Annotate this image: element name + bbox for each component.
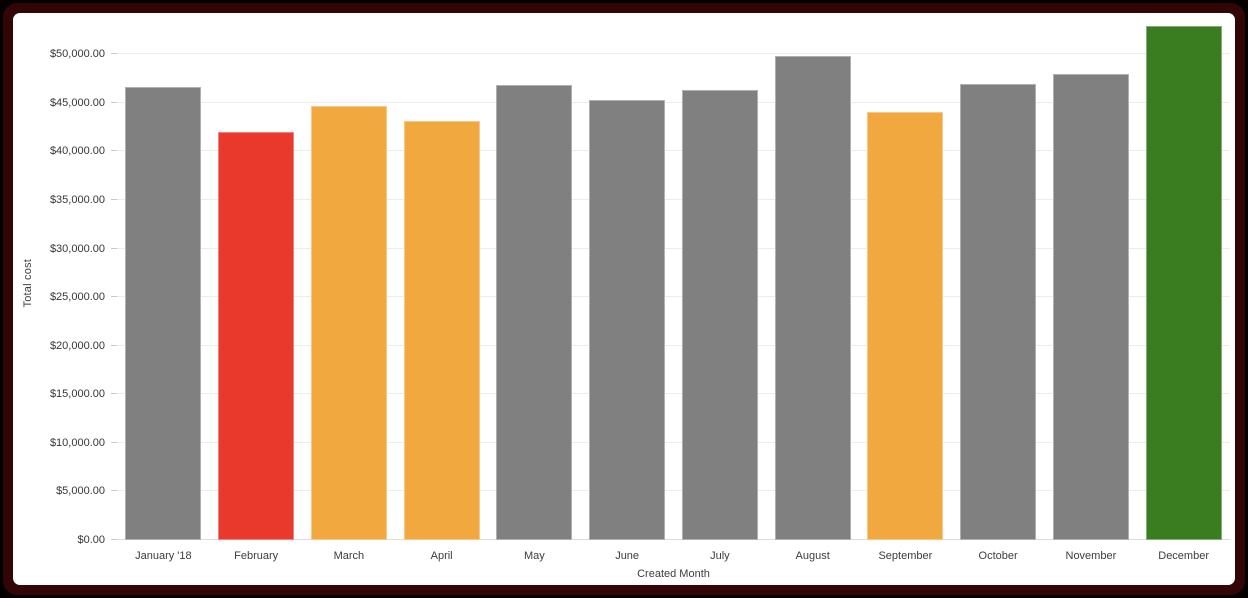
x-axis-labels: January '18 February March April May June July… — [117, 550, 1230, 562]
bar-slot-april — [395, 26, 488, 540]
gridline-30000 — [117, 247, 1230, 249]
bar-january-18[interactable] — [125, 87, 202, 540]
x-axis-label-january-18: January '18 — [135, 550, 192, 562]
gridline-25000 — [117, 296, 1230, 298]
bar-february[interactable] — [218, 131, 295, 540]
bar-september[interactable] — [867, 112, 944, 540]
y-tick-mark-10000 — [111, 441, 117, 443]
x-axis-label-june: June — [615, 550, 640, 562]
y-tick-label-10000: $10,000.00 — [49, 436, 105, 449]
gridline-0 — [117, 539, 1230, 540]
y-tick-mark-5000 — [111, 490, 117, 492]
y-axis-labels: $0.00 $5,000.00 $10,000.00 $15,000.00 $20,00… — [13, 26, 117, 546]
bar-slot-july — [674, 26, 767, 540]
bar-slot-august — [766, 26, 859, 540]
x-axis-label-february: February — [234, 550, 279, 562]
y-tick-label-0: $0.00 — [77, 534, 105, 546]
gridline-40000 — [117, 150, 1230, 152]
bar-may[interactable] — [496, 85, 573, 540]
bar-slot-march — [303, 26, 396, 540]
plot-area — [117, 26, 1230, 540]
bar-april[interactable] — [403, 121, 480, 540]
y-tick-label-45000: $45,000.00 — [49, 96, 105, 109]
y-tick-label-30000: $30,000.00 — [49, 242, 105, 255]
bar-slot-january-18 — [117, 26, 210, 540]
x-axis-label-december: December — [1158, 550, 1209, 562]
x-axis-label-november: November — [1065, 550, 1117, 562]
y-tick-label-15000: $15,000.00 — [49, 388, 105, 401]
gridline-50000 — [117, 53, 1230, 55]
x-axis-title: Created Month — [637, 568, 710, 580]
y-tick-label-20000: $20,000.00 — [49, 339, 105, 352]
y-tick-mark-25000 — [111, 296, 117, 298]
x-axis-label-july: July — [710, 550, 730, 562]
bar-slot-october — [952, 26, 1045, 540]
gridline-35000 — [117, 198, 1230, 200]
y-tick-mark-50000 — [111, 53, 117, 55]
y-tick-label-40000: $40,000.00 — [49, 145, 105, 158]
bar-slot-may — [488, 26, 581, 540]
bar-december[interactable] — [1145, 26, 1222, 540]
y-tick-label-35000: $35,000.00 — [49, 193, 105, 206]
y-tick-mark-15000 — [111, 393, 117, 395]
y-tick-mark-30000 — [111, 247, 117, 249]
bar-october[interactable] — [960, 83, 1037, 540]
bar-november[interactable] — [1052, 74, 1129, 540]
gridline-15000 — [117, 393, 1230, 395]
x-axis-label-october: October — [978, 550, 1018, 562]
x-axis-label-may: May — [523, 550, 545, 562]
bar-slot-september — [859, 26, 952, 540]
y-tick-mark-20000 — [111, 344, 117, 346]
gridline-10000 — [117, 441, 1230, 443]
bar-july[interactable] — [681, 89, 758, 540]
chart-card: Total cost $0.00 $5,000.00 $10,000.00 $15,0… — [13, 13, 1235, 585]
bar-june[interactable] — [589, 100, 666, 540]
y-tick-label-50000: $50,000.00 — [49, 48, 105, 61]
gridline-45000 — [117, 101, 1230, 103]
x-axis-label-april: April — [430, 550, 453, 562]
y-tick-mark-45000 — [111, 101, 117, 103]
gridline-20000 — [117, 344, 1230, 346]
gridline-5000 — [117, 490, 1230, 492]
window-frame: Total cost $0.00 $5,000.00 $10,000.00 $15,0… — [3, 3, 1245, 595]
bar-march[interactable] — [310, 106, 387, 540]
bar-slot-february — [210, 26, 303, 540]
bar-slot-june — [581, 26, 674, 540]
x-axis-label-september: September — [878, 550, 933, 562]
bar-august[interactable] — [774, 56, 851, 540]
y-tick-mark-0 — [111, 539, 117, 540]
bars-container — [117, 26, 1230, 540]
y-tick-label-5000: $5,000.00 — [56, 485, 105, 498]
y-tick-label-25000: $25,000.00 — [49, 291, 105, 304]
y-tick-mark-40000 — [111, 150, 117, 152]
x-axis-label-august: August — [795, 550, 830, 562]
y-tick-mark-35000 — [111, 198, 117, 200]
bar-slot-november — [1045, 26, 1138, 540]
x-axis-label-march: March — [333, 550, 365, 562]
bar-slot-december — [1137, 26, 1230, 540]
